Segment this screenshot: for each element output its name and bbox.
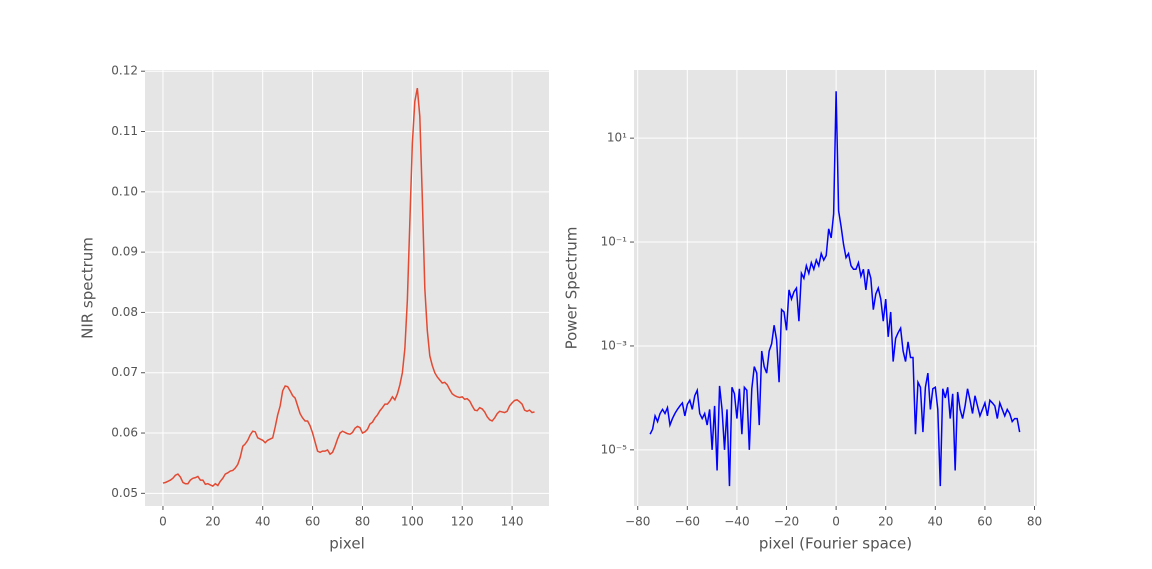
y-tick-label: 0.09	[111, 245, 138, 259]
y-tick-label: 0.12	[111, 64, 138, 78]
x-tick-label: 60	[305, 515, 320, 529]
y-tick-label: 10¹	[607, 131, 627, 145]
x-tick-label: 80	[355, 515, 370, 529]
x-tick-label: 0	[832, 515, 840, 529]
x-axis-label: pixel	[329, 535, 365, 553]
x-tick-label: 100	[401, 515, 424, 529]
x-tick-label: 20	[878, 515, 893, 529]
x-tick-label: 120	[451, 515, 474, 529]
x-tick-label: −80	[625, 515, 650, 529]
x-tick-label: 60	[977, 515, 992, 529]
y-tick-label: 0.10	[111, 184, 138, 198]
y-tick-label: 0.05	[111, 486, 138, 500]
x-tick-label: 0	[159, 515, 167, 529]
x-tick-label: −40	[724, 515, 749, 529]
x-tick-label: 140	[501, 515, 524, 529]
x-tick-label: −60	[675, 515, 700, 529]
y-tick-label: 0.07	[111, 365, 138, 379]
y-tick-label: 0.06	[111, 426, 138, 440]
x-tick-label: 80	[1027, 515, 1042, 529]
x-tick-label: 40	[255, 515, 270, 529]
data-line	[649, 91, 1021, 487]
x-tick-label: 20	[205, 515, 220, 529]
x-tick-label: −20	[774, 515, 799, 529]
y-tick-label: 10⁻⁵	[601, 442, 628, 456]
plot-area	[145, 70, 549, 506]
y-axis-label: Power Spectrum	[563, 227, 581, 350]
x-axis-label: pixel (Fourier space)	[759, 535, 912, 553]
data-line	[162, 87, 535, 488]
x-tick-label: 40	[928, 515, 943, 529]
y-tick-label: 0.11	[111, 124, 138, 138]
y-tick-label: 0.08	[111, 305, 138, 319]
y-tick-label: 10⁻¹	[601, 235, 628, 249]
y-axis-label: NIR spectrum	[79, 237, 97, 339]
y-tick-label: 10⁻³	[601, 338, 628, 352]
